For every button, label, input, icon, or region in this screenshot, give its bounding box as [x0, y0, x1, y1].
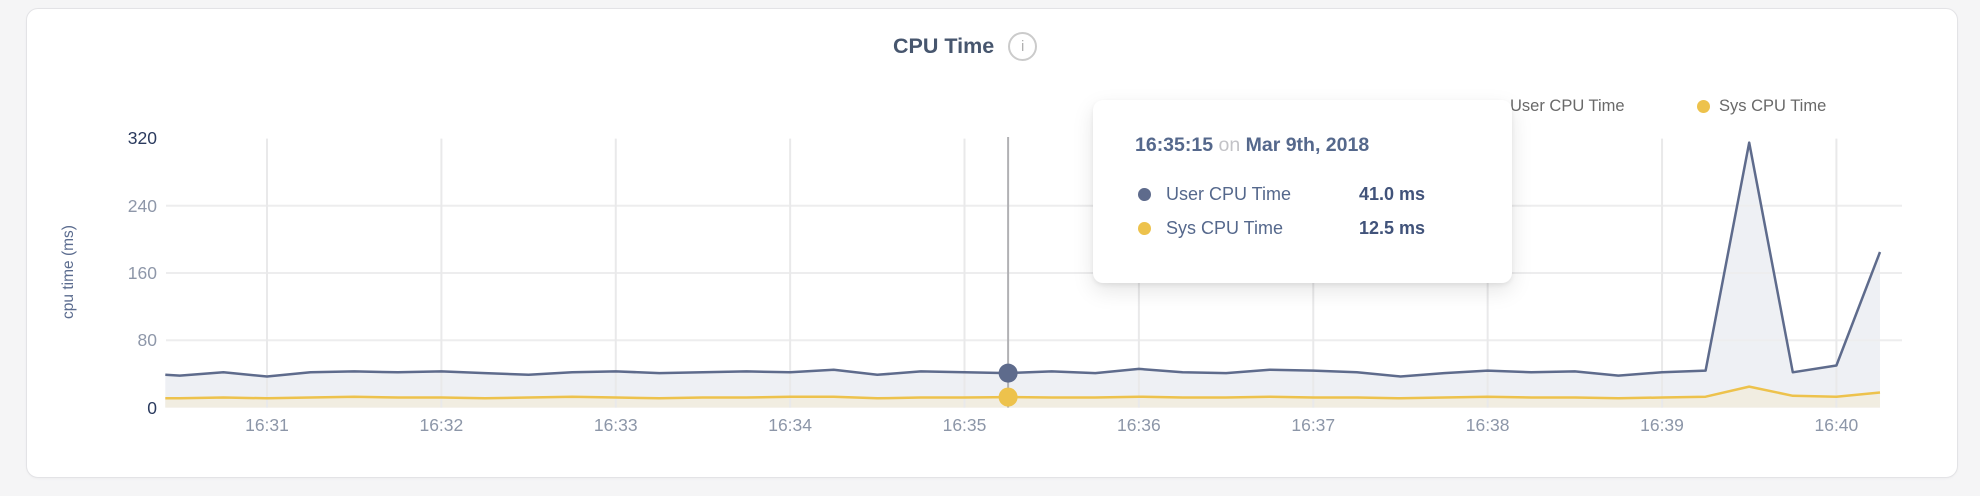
user-cpu-area — [165, 142, 1880, 408]
x-tick-label: 16:31 — [245, 415, 289, 435]
legend-dot-icon — [1697, 100, 1710, 113]
x-tick-label: 16:32 — [419, 415, 464, 435]
user-series-dot-icon — [1138, 187, 1151, 201]
x-tick-label: 16:34 — [768, 415, 813, 435]
info-icon-glyph: i — [1021, 37, 1025, 55]
hover-marker-user — [998, 363, 1018, 383]
tooltip-header: 16:35:15 on Mar 9th, 2018 — [1135, 134, 1512, 157]
legend-item-sys-cpu-time[interactable]: Sys CPU Time — [1697, 97, 1827, 115]
y-tick-label: 320 — [127, 128, 157, 149]
y-tick-label: 80 — [137, 330, 157, 351]
x-tick-label: 16:40 — [1814, 415, 1859, 435]
x-tick-label: 16:37 — [1291, 415, 1336, 435]
tooltip-row-value: 41.0 ms — [1359, 183, 1426, 204]
y-tick-label: 240 — [127, 195, 157, 216]
hover-tooltip: 16:35:15 on Mar 9th, 2018 User CPU Time … — [1093, 100, 1512, 283]
user-cpu-line — [165, 141, 1882, 378]
sys-cpu-area — [165, 386, 1880, 408]
sys-series-dot-icon — [1138, 221, 1151, 235]
legend-label: User CPU Time — [1510, 97, 1625, 115]
legend-label: Sys CPU Time — [1719, 97, 1827, 115]
chart-title: CPU Time — [893, 34, 995, 58]
x-tick-label: 16:39 — [1640, 415, 1684, 435]
x-tick-label: 16:38 — [1465, 415, 1510, 435]
tooltip-row-user: User CPU Time 41.0 ms — [1135, 177, 1512, 211]
tooltip-row-value: 12.5 ms — [1359, 217, 1426, 238]
tooltip-row-label: Sys CPU Time — [1166, 217, 1284, 238]
x-tick-label: 16:36 — [1116, 415, 1161, 435]
hover-marker-sys — [998, 387, 1018, 407]
y-tick-label: 160 — [127, 263, 157, 283]
x-tick-label: 16:33 — [593, 415, 638, 435]
info-icon[interactable]: i — [1008, 31, 1038, 61]
x-tick-label: 16:35 — [942, 415, 987, 435]
tooltip-date: Mar 9th, 2018 — [1245, 134, 1370, 156]
chart-header: CPU Time i — [893, 31, 1038, 61]
tooltip-row-sys: Sys CPU Time 12.5 ms — [1135, 211, 1512, 245]
tooltip-time: 16:35:15 — [1135, 134, 1214, 156]
y-tick-label: 0 — [147, 397, 157, 418]
tooltip-separator: on — [1218, 134, 1241, 156]
tooltip-row-label: User CPU Time — [1166, 183, 1292, 204]
